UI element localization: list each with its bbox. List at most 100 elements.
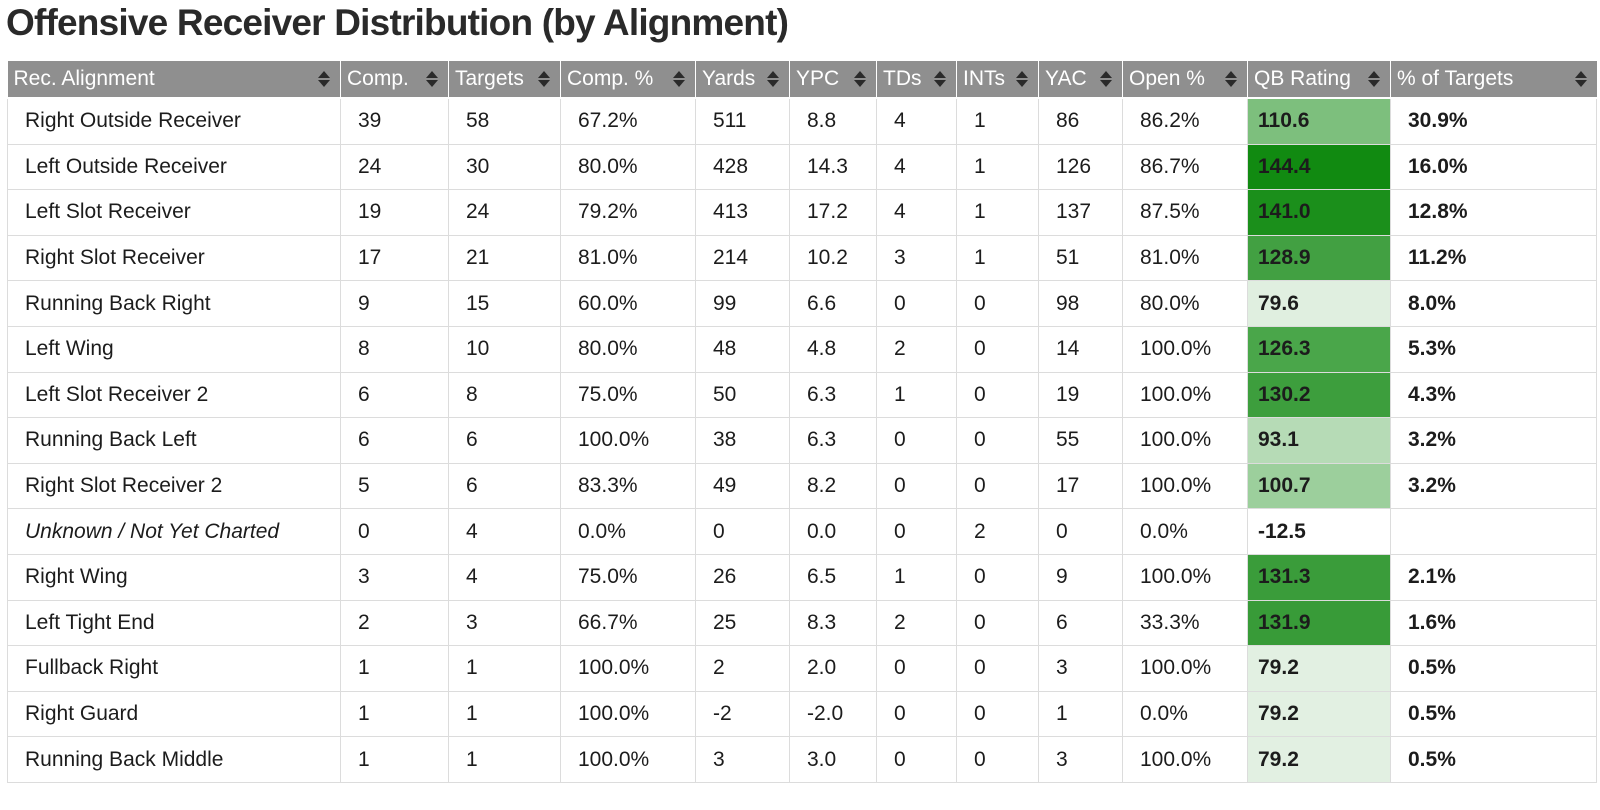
column-header-yards[interactable]: Yards xyxy=(695,61,790,99)
cell-ints: 1 xyxy=(956,143,1039,191)
cell-alignment: Right Guard xyxy=(7,690,341,738)
cell-alignment: Left Slot Receiver 2 xyxy=(7,371,341,419)
cell-yards: 38 xyxy=(695,417,790,464)
cell-tds: 1 xyxy=(876,371,957,419)
cell-yac: 55 xyxy=(1038,417,1123,464)
cell-ints: 0 xyxy=(956,599,1039,647)
cell-alignment: Left Outside Receiver xyxy=(7,143,341,191)
cell-pct-targets: 12.8% xyxy=(1390,189,1597,236)
cell-comp: 19 xyxy=(340,189,449,236)
cell-tds: 4 xyxy=(876,189,957,236)
cell-ypc: 4.8 xyxy=(789,325,877,373)
cell-tds: 1 xyxy=(876,553,957,601)
table-row: Unknown / Not Yet Charted 0 4 0.0% 0 0.0 0 2 0 0.… xyxy=(7,508,1597,555)
column-header-ypc[interactable]: YPC xyxy=(789,61,877,99)
sort-icon[interactable] xyxy=(318,70,330,88)
sort-icon[interactable] xyxy=(426,70,438,88)
cell-qb-rating: 79.2 xyxy=(1247,645,1391,692)
sort-icon[interactable] xyxy=(1100,70,1112,88)
cell-pct-targets: 3.2% xyxy=(1390,417,1597,464)
column-header-label: YAC xyxy=(1045,67,1087,90)
cell-comp-pct: 100.0% xyxy=(560,645,696,692)
column-header-comp[interactable]: Comp. xyxy=(340,61,449,99)
cell-pct-targets: 2.1% xyxy=(1390,553,1597,601)
cell-targets: 1 xyxy=(448,645,561,692)
cell-yards: 413 xyxy=(695,189,790,236)
cell-ints: 2 xyxy=(956,508,1039,555)
cell-alignment: Left Tight End xyxy=(7,599,341,647)
cell-qb-rating: 100.7 xyxy=(1247,462,1391,510)
cell-alignment: Right Wing xyxy=(7,553,341,601)
table-row: Right Guard 1 1 100.0% -2 -2.0 0 0 1 0.0% 79.2 0.5% xyxy=(7,690,1597,738)
sort-icon[interactable] xyxy=(538,70,550,88)
column-header-ints[interactable]: INTs xyxy=(956,61,1039,99)
column-header-open-pct[interactable]: Open % xyxy=(1122,61,1248,99)
column-header-yac[interactable]: YAC xyxy=(1038,61,1123,99)
cell-yac: 9 xyxy=(1038,553,1123,601)
cell-ypc: 6.6 xyxy=(789,280,877,327)
cell-ypc: 6.3 xyxy=(789,371,877,419)
column-header-targets[interactable]: Targets xyxy=(448,61,561,99)
cell-tds: 2 xyxy=(876,325,957,373)
sort-icon[interactable] xyxy=(1016,70,1028,88)
cell-open-pct: 100.0% xyxy=(1122,417,1248,464)
table-row: Right Wing 3 4 75.0% 26 6.5 1 0 9 100.0% 131.3 2.1% xyxy=(7,553,1597,601)
cell-targets: 24 xyxy=(448,189,561,236)
sort-icon[interactable] xyxy=(767,70,779,88)
cell-tds: 2 xyxy=(876,599,957,647)
cell-yac: 137 xyxy=(1038,189,1123,236)
column-header-comp-pct[interactable]: Comp. % xyxy=(560,61,696,99)
cell-open-pct: 86.2% xyxy=(1122,97,1248,145)
cell-targets: 4 xyxy=(448,508,561,555)
cell-ints: 0 xyxy=(956,553,1039,601)
cell-comp: 1 xyxy=(340,690,449,738)
table-row: Running Back Left 6 6 100.0% 38 6.3 0 0 55 100.0%… xyxy=(7,417,1597,464)
cell-pct-targets: 11.2% xyxy=(1390,234,1597,282)
cell-pct-targets: 8.0% xyxy=(1390,280,1597,327)
table-row: Right Outside Receiver 39 58 67.2% 511 8.8 4 1 8… xyxy=(7,97,1597,145)
cell-pct-targets: 1.6% xyxy=(1390,599,1597,647)
sort-icon[interactable] xyxy=(673,70,685,88)
cell-comp-pct: 80.0% xyxy=(560,143,696,191)
cell-yards: 0 xyxy=(695,508,790,555)
cell-yards: 214 xyxy=(695,234,790,282)
cell-pct-targets: 30.9% xyxy=(1390,97,1597,145)
cell-ypc: 0.0 xyxy=(789,508,877,555)
cell-ints: 1 xyxy=(956,189,1039,236)
header-row: Rec. Alignment Comp. Targets Comp. % Yards YP… xyxy=(7,61,1597,99)
table-row: Left Outside Receiver 24 30 80.0% 428 14.3 4 1 1… xyxy=(7,143,1597,191)
column-header-qb-rating[interactable]: QB Rating xyxy=(1247,61,1391,99)
cell-comp-pct: 75.0% xyxy=(560,371,696,419)
cell-yac: 126 xyxy=(1038,143,1123,191)
column-header-label: QB Rating xyxy=(1254,67,1351,90)
cell-ints: 0 xyxy=(956,417,1039,464)
cell-open-pct: 100.0% xyxy=(1122,462,1248,510)
column-header-alignment[interactable]: Rec. Alignment xyxy=(7,61,341,99)
cell-yac: 86 xyxy=(1038,97,1123,145)
sort-icon[interactable] xyxy=(1368,70,1380,88)
cell-open-pct: 80.0% xyxy=(1122,280,1248,327)
cell-targets: 8 xyxy=(448,371,561,419)
cell-open-pct: 87.5% xyxy=(1122,189,1248,236)
cell-ypc: 14.3 xyxy=(789,143,877,191)
sort-icon[interactable] xyxy=(934,70,946,88)
cell-yac: 3 xyxy=(1038,736,1123,783)
cell-alignment: Right Slot Receiver xyxy=(7,234,341,282)
sort-icon[interactable] xyxy=(1574,70,1587,88)
sort-icon[interactable] xyxy=(1225,70,1237,88)
cell-ypc: 6.5 xyxy=(789,553,877,601)
cell-tds: 0 xyxy=(876,736,957,783)
cell-comp-pct: 83.3% xyxy=(560,462,696,510)
cell-targets: 10 xyxy=(448,325,561,373)
cell-tds: 0 xyxy=(876,280,957,327)
column-header-tds[interactable]: TDs xyxy=(876,61,957,99)
table-row: Left Wing 8 10 80.0% 48 4.8 2 0 14 100.0% 126.3 5.3… xyxy=(7,325,1597,373)
sort-icon[interactable] xyxy=(854,70,866,88)
cell-comp-pct: 60.0% xyxy=(560,280,696,327)
cell-yards: 26 xyxy=(695,553,790,601)
cell-ints: 0 xyxy=(956,280,1039,327)
column-header-pct-targets[interactable]: % of Targets xyxy=(1390,61,1597,99)
cell-qb-rating: 79.2 xyxy=(1247,690,1391,738)
cell-yards: 48 xyxy=(695,325,790,373)
column-header-label: Rec. Alignment xyxy=(13,67,155,90)
